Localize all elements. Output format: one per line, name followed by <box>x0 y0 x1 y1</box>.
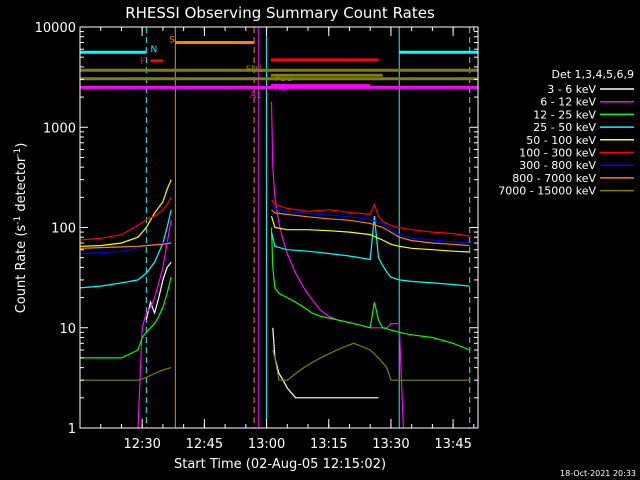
y-tick-label: 1 <box>68 422 76 437</box>
legend-label-3: 25 - 50 keV <box>533 121 596 134</box>
y-tick-label: 10 <box>59 322 76 337</box>
x-tick-label: 12:30 <box>123 437 160 452</box>
legend-label-5: 100 - 300 keV <box>519 147 596 160</box>
flag-label-fd1: FD1 <box>246 65 264 75</box>
x-tick-label: 12:45 <box>186 437 223 452</box>
generation-timestamp: 18-Oct-2021 20:33 <box>560 469 636 478</box>
series-line-4 <box>80 179 470 253</box>
series-line-3 <box>80 209 470 289</box>
legend-label-4: 50 - 100 keV <box>526 134 596 147</box>
flag-label-s: S <box>169 36 175 46</box>
legend-label-1: 6 - 12 keV <box>540 96 596 109</box>
series-line-0 <box>145 261 379 399</box>
legend-label-2: 12 - 25 keV <box>533 108 596 121</box>
flag-label-f: F <box>140 57 145 67</box>
x-tick-label: 13:00 <box>248 437 285 452</box>
chart-title: RHESSI Observing Summary Count Rates <box>125 4 435 22</box>
x-axis-title: Start Time (02-Aug-05 12:15:02) <box>174 457 386 472</box>
legend-label-8: 7000 - 15000 keV <box>498 185 596 198</box>
y-tick-label: 10000 <box>35 21 76 36</box>
flag-label-n: N <box>150 45 157 55</box>
series-line-7 <box>80 209 470 249</box>
x-tick-label: 13:45 <box>434 437 471 452</box>
x-tick-label: 13:15 <box>310 437 347 452</box>
flag-label-a1: A1 <box>250 91 262 101</box>
y-tick-label: 100 <box>51 222 76 237</box>
series-line-8 <box>80 342 470 381</box>
series-line-5 <box>80 196 470 241</box>
legend-label-7: 800 - 7000 keV <box>512 172 596 185</box>
y-axis-title: Count Rate (s-1 detector-1) <box>13 143 29 314</box>
legend-label-6: 300 - 800 keV <box>519 159 596 172</box>
series-line-2 <box>80 227 470 359</box>
series-line-6 <box>80 204 470 255</box>
series-line-1 <box>137 101 404 428</box>
y-tick-label: 1000 <box>43 121 76 136</box>
legend-label-0: 3 - 6 keV <box>547 83 596 96</box>
legend-title: Det 1,3,4,5,6,9 <box>551 68 634 81</box>
x-tick-label: 13:30 <box>372 437 409 452</box>
plot-area: NSFFD1FD2ADA111010010001000012:3012:4513… <box>35 21 479 452</box>
